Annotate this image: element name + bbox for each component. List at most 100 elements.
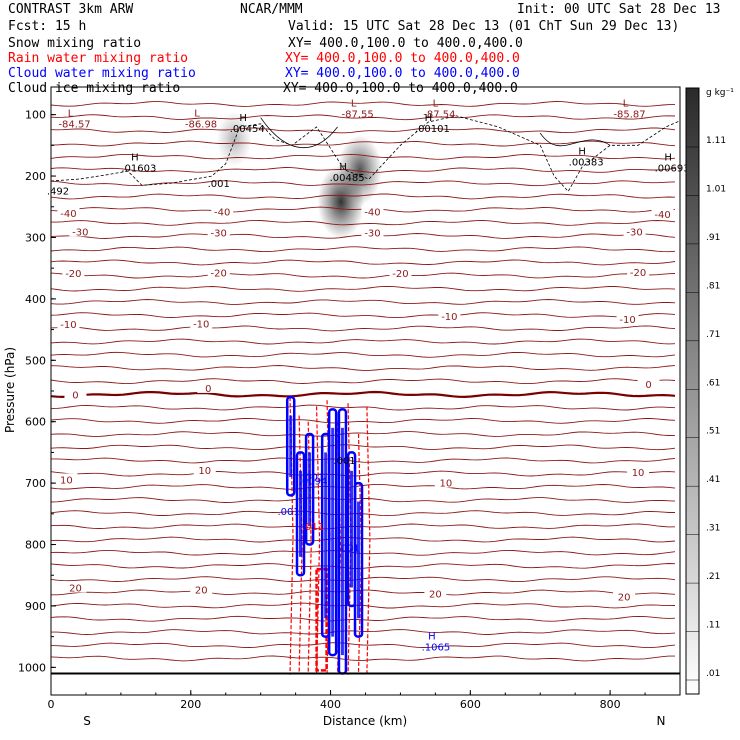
endpoint-right-label: N (657, 714, 666, 728)
isotherm-label-bg (69, 225, 92, 237)
cloud-water-core (340, 427, 344, 656)
isotherm-label: -30 (626, 227, 642, 238)
model-title: CONTRAST 3km ARW (8, 2, 133, 17)
extremum-symbol: H (339, 162, 347, 173)
y-tick-label: 100 (25, 109, 46, 122)
isotherm-line (50, 140, 676, 147)
isotherm-label-bg (361, 226, 384, 238)
isotherm-label-bg (207, 226, 230, 238)
isotherm-label: -30 (211, 229, 227, 240)
isotherm-line (50, 259, 676, 266)
colorbar-label: .41 (706, 475, 720, 485)
contour-label: .001 (277, 507, 299, 518)
isotherm-label: -10 (619, 315, 635, 326)
isotherm-label-bg (207, 266, 230, 278)
contour-label: .0094 (299, 476, 328, 487)
isotherm-label-bg (62, 267, 85, 279)
isotherm-label: -30 (364, 229, 380, 240)
extremum-value: .00485 (330, 173, 365, 184)
cloud-water-contour (327, 408, 338, 657)
extremum-value: .01603 (121, 164, 156, 175)
extremum-value: -87.55 (341, 110, 373, 121)
colorbar-label: .01 (706, 669, 720, 679)
y-tick-label: 700 (25, 477, 46, 490)
cloud-water-core (308, 452, 312, 527)
colorbar-ramp (685, 87, 700, 695)
isotherm-label-bg (190, 317, 213, 329)
snow-maximum-2 (337, 135, 382, 205)
rain-contour (289, 397, 294, 675)
extremum-symbol: L (623, 99, 629, 110)
x-tick-label: 0 (48, 698, 55, 711)
colorbar: 1.11 1.01 .91 .81 .71 .61 .51 .41 .31 .21 .11 .01 g… (685, 87, 734, 695)
isotherm-line (50, 153, 676, 160)
x-tick-label: 800 (600, 698, 621, 711)
isotherm-line (50, 193, 676, 200)
isotherm-line (50, 351, 676, 358)
cloud-ice-contour (50, 115, 681, 193)
isotherm-label: 0 (645, 380, 651, 391)
isotherm-label-bg (64, 388, 87, 400)
isotherm-label-bg (64, 581, 87, 593)
isotherm-label: 20 (618, 593, 631, 604)
colorbar-label: .81 (706, 281, 720, 291)
extremum-symbol: H (425, 113, 433, 124)
isotherm-label: -30 (72, 227, 88, 238)
y-axis-title: Pressure (hPa) (3, 347, 17, 433)
org-title: NCAR/MMM (240, 2, 303, 17)
cloud-water-contour (353, 481, 364, 638)
isotherm-label-bg (613, 590, 636, 602)
cloud-water-core (324, 452, 328, 619)
colorbar-label: .51 (706, 427, 720, 437)
colorbar-label: .31 (706, 524, 720, 534)
y-tick-label: 1000 (18, 661, 46, 674)
isotherm-line (50, 325, 676, 332)
rain-contour (366, 406, 371, 674)
isotherm-label: -10 (60, 320, 76, 331)
extremum-value: -87.54 (423, 110, 455, 121)
isotherm-line (50, 299, 676, 305)
isotherm-line (50, 338, 676, 345)
isotherm-label-bg (190, 583, 213, 595)
isotherm-line (50, 246, 676, 253)
cloud-water-core (357, 501, 361, 619)
field-xy-cloud-ice: XY= 400.0,100.0 to 400.0,400.0 (283, 81, 518, 96)
cloud-water-core (350, 470, 354, 588)
extremum-value: .00693 (655, 164, 690, 175)
y-tick-label: 800 (25, 539, 46, 552)
isotherm-label-bg (389, 267, 412, 279)
contour-label: .011 (302, 522, 324, 533)
colorbar-label: .91 (706, 233, 720, 243)
isotherm-label: -40 (654, 210, 670, 221)
field-xy-snow: XY= 400.0,100.0 to 400.0,400.0 (288, 36, 523, 51)
contour-label-layer: -40 -40 -40 -40 -30 -30 -30 -30 -20 -20 -20 -20 -10 -… (47, 99, 690, 675)
cloud-water-core (331, 427, 335, 637)
rain-contour (298, 415, 303, 674)
extremum-symbol: L (68, 108, 74, 119)
extremum-symbol: H (428, 632, 436, 643)
isotherm-label: -10 (441, 312, 457, 323)
y-tick-label: 600 (25, 416, 46, 429)
isotherm-line (50, 470, 676, 477)
isotherm-label-bg (57, 206, 80, 218)
field-name-cloud-water: Cloud water mixing ratio (8, 66, 196, 81)
cloud-water-contour (304, 432, 315, 546)
isotherm-line (51, 219, 676, 226)
y-tick-label: 200 (25, 170, 46, 183)
isotherm-label: 10 (198, 466, 211, 477)
extremum-value: .00101 (415, 124, 450, 135)
isotherm-label: 20 (429, 590, 442, 601)
forecast-hour: Fcst: 15 h (8, 19, 86, 34)
isotherm-label-bg (211, 205, 234, 217)
isotherm-line (50, 312, 676, 319)
isotherm-line (50, 285, 676, 292)
y-tick-label: 500 (25, 354, 46, 367)
cloud-ice-contour (539, 132, 611, 147)
cloud-water-core (289, 415, 293, 477)
isotherm-zero-line (50, 390, 676, 399)
isotherm-line (50, 431, 676, 437)
snow-maximum-0 (216, 111, 252, 167)
extremum-symbol: H (239, 113, 247, 124)
extremum-value: .00454 (230, 124, 265, 135)
isotherm-label: -40 (364, 208, 380, 219)
